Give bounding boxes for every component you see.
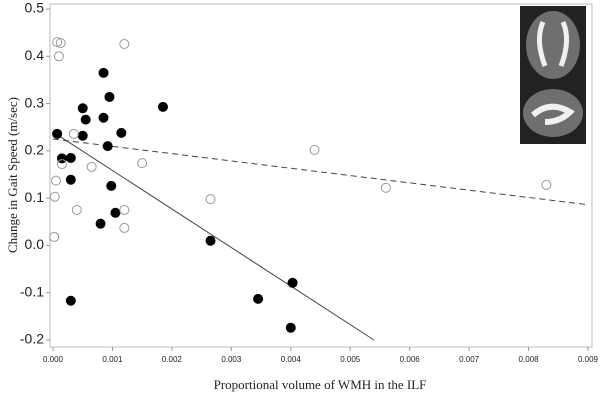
x-tick-label: 0.004 <box>281 355 302 364</box>
y-tick-label: -0.1 <box>20 283 44 299</box>
x-tick-label: 0.009 <box>578 355 599 364</box>
x-tick-label: 0.002 <box>162 355 183 364</box>
y-axis-label: Change in Gait Speed (m/sec) <box>5 97 20 253</box>
data-point <box>52 37 63 48</box>
data-point <box>205 235 216 246</box>
fit-line <box>52 131 375 341</box>
fit-line <box>52 138 589 206</box>
data-point <box>287 277 298 288</box>
data-point <box>119 222 130 233</box>
data-point <box>541 179 552 190</box>
data-point <box>119 38 130 49</box>
y-tick-label: 0.3 <box>25 94 45 110</box>
data-point <box>110 207 121 218</box>
data-point <box>71 204 82 215</box>
data-point <box>68 128 79 139</box>
data-point <box>95 218 106 229</box>
data-point <box>77 130 88 141</box>
x-tick-label: 0.006 <box>400 355 421 364</box>
data-point <box>50 175 61 186</box>
data-point <box>56 159 67 170</box>
x-tick-label: 0.000 <box>43 355 64 364</box>
data-point <box>205 194 216 205</box>
data-point <box>253 293 264 304</box>
data-point <box>49 231 60 242</box>
y-tick-label: 0.1 <box>25 189 45 205</box>
data-point <box>55 38 66 49</box>
data-point <box>53 51 64 62</box>
data-point <box>380 182 391 193</box>
data-point <box>119 204 130 215</box>
data-point <box>65 152 76 163</box>
data-point <box>137 158 148 169</box>
x-tick-label: 0.003 <box>221 355 242 364</box>
data-point <box>157 101 168 112</box>
data-point <box>80 114 91 125</box>
y-tick-label: 0.0 <box>25 236 45 252</box>
x-tick-label: 0.008 <box>519 355 540 364</box>
data-point <box>98 67 109 78</box>
data-point <box>102 141 113 152</box>
y-tick-label: 0.4 <box>25 47 45 63</box>
x-tick-label: 0.001 <box>102 355 123 364</box>
data-point <box>52 128 63 139</box>
y-tick-label: 0.5 <box>25 0 45 16</box>
y-tick-label: 0.2 <box>25 142 45 158</box>
data-point <box>77 103 88 114</box>
brain-inset <box>520 6 586 144</box>
data-point <box>49 191 60 202</box>
y-tick-label: -0.2 <box>20 331 44 347</box>
data-point <box>65 295 76 306</box>
plot-frame <box>49 3 593 348</box>
data-point <box>285 322 296 333</box>
data-point <box>86 161 97 172</box>
x-tick-label: 0.007 <box>459 355 480 364</box>
data-point <box>116 127 127 138</box>
x-tick-label: 0.005 <box>340 355 361 364</box>
data-point <box>309 144 320 155</box>
data-point <box>98 112 109 123</box>
data-point <box>65 174 76 185</box>
data-point <box>104 91 115 102</box>
x-axis-label: Proportional volume of WMH in the ILF <box>214 377 427 392</box>
data-point <box>106 180 117 191</box>
